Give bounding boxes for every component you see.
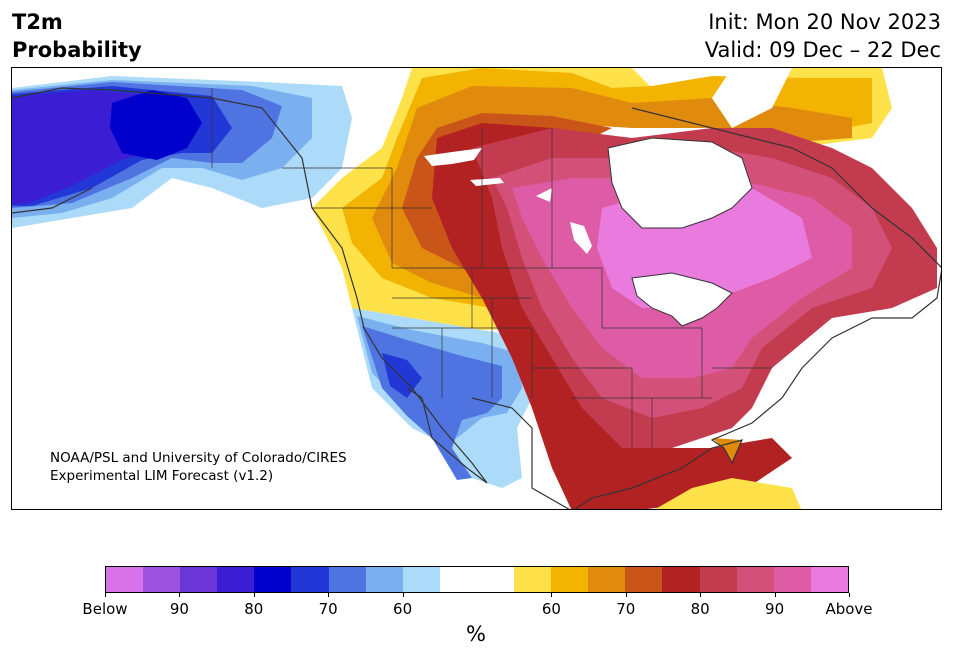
color-legend-segment [402, 567, 440, 592]
color-legend-segment [773, 567, 811, 592]
color-legend-tick-label: 60 [393, 600, 413, 618]
color-legend-segment [514, 567, 552, 592]
hudson-bay [607, 137, 753, 229]
color-legend-segment [143, 567, 181, 592]
color-legend-tick-mark [774, 593, 776, 597]
color-legend-tick-mark [179, 593, 181, 597]
color-legend-segment [365, 567, 403, 592]
forecast-dates: Init: Mon 20 Nov 2023 Valid: 09 Dec – 22… [705, 8, 941, 64]
color-legend-segment [551, 567, 589, 592]
color-legend-tick-label: 60 [541, 600, 561, 618]
color-legend-segment [254, 567, 292, 592]
color-legend-tick-mark [849, 593, 850, 597]
great-lakes [631, 272, 733, 327]
color-legend-segment [662, 567, 700, 592]
color-legend-tick-label: 80 [690, 600, 710, 618]
color-legend-segment [106, 567, 144, 592]
color-legend-segment [217, 567, 255, 592]
color-legend-tick-mark [700, 593, 702, 597]
color-legend-segment [736, 567, 774, 592]
color-legend-segment [625, 567, 663, 592]
color-legend-segment [291, 567, 329, 592]
map-title-line1: T2m [12, 10, 63, 34]
color-legend-tick-label: 80 [244, 600, 264, 618]
color-legend-tick-label: 90 [169, 600, 189, 618]
region-alaska-core [110, 90, 202, 160]
color-legend-segment [180, 567, 218, 592]
credit-line2: Experimental LIM Forecast (v1.2) [50, 468, 274, 484]
init-date: Init: Mon 20 Nov 2023 [708, 10, 941, 34]
color-legend-tick-mark [625, 593, 627, 597]
color-legend-segment [439, 567, 477, 592]
arctic-water [712, 68, 792, 128]
state-province-borders [211, 88, 772, 448]
color-legend-tick-label: Below [82, 600, 128, 618]
region-sw-deep-blue [382, 353, 422, 398]
color-legend-bar [105, 566, 849, 593]
color-legend-tick-mark [402, 593, 404, 597]
color-legend-tick-label: 90 [765, 600, 785, 618]
color-legend-segment [699, 567, 737, 592]
map-title: T2m Probability [12, 8, 142, 64]
color-legend-tick-mark [551, 593, 553, 597]
lake-winnipeg [570, 222, 592, 254]
color-legend-tick-mark [253, 593, 255, 597]
color-legend-tick-label: Above [825, 600, 873, 618]
color-legend-segment [328, 567, 366, 592]
credit-text: NOAA/PSL and University of Colorado/CIRE… [50, 449, 347, 485]
valid-date: Valid: 09 Dec – 22 Dec [704, 38, 941, 62]
color-legend-tick-label: 70 [318, 600, 338, 618]
map-title-line2: Probability [12, 38, 142, 62]
north-america-coastline [12, 87, 941, 509]
map-canvas [12, 68, 941, 509]
color-legend-segment [476, 567, 515, 592]
great-slave-lake [470, 178, 504, 186]
great-bear-lake [424, 148, 482, 166]
color-legend-tick-mark [328, 593, 330, 597]
color-legend-tick-label: 70 [616, 600, 636, 618]
color-legend-segment [810, 567, 848, 592]
lake-athabasca [536, 188, 552, 202]
region-bottom-yellow [655, 478, 802, 509]
color-legend-unit: % [466, 622, 486, 646]
color-legend-tick-mark [105, 593, 106, 597]
credit-line1: NOAA/PSL and University of Colorado/CIRE… [50, 450, 347, 466]
color-legend-segment [588, 567, 626, 592]
probability-map: NOAA/PSL and University of Colorado/CIRE… [11, 67, 942, 510]
